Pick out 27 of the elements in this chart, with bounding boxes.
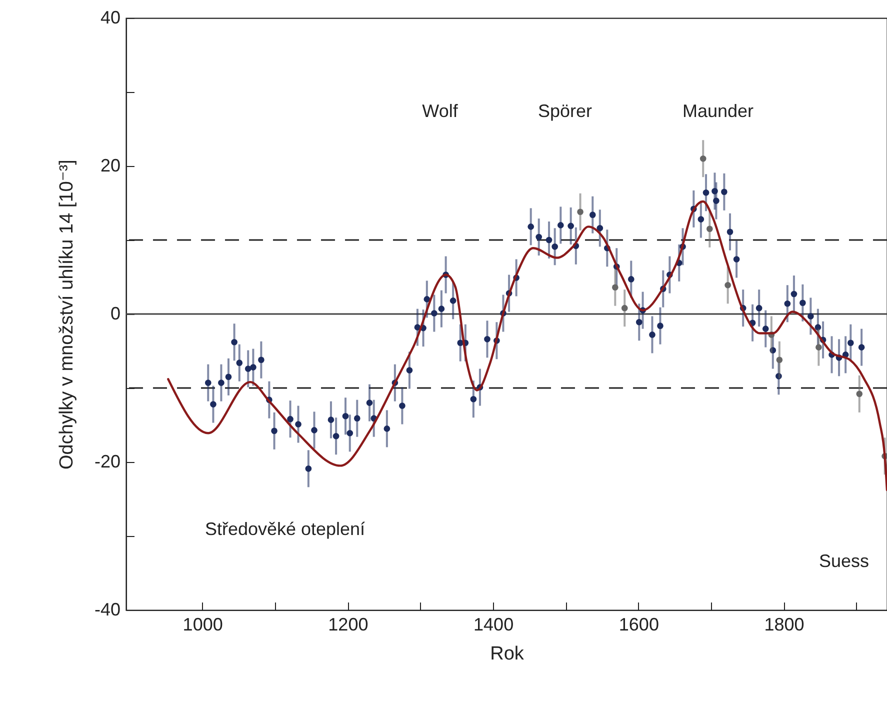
line-series	[167, 200, 887, 492]
point	[856, 390, 863, 398]
y-tick-label: 40	[100, 8, 120, 28]
x-tick-label: 1800	[764, 614, 804, 634]
annotation: Středověké oteplení	[204, 519, 366, 539]
annotation: Suess	[818, 551, 870, 571]
y-tick-label: -40	[94, 600, 120, 620]
annotation: Spörer	[538, 101, 592, 121]
y-axis-title: Odchylky v množství uhlíku 14 [10⁻³]	[56, 160, 78, 470]
point	[612, 284, 618, 291]
point	[700, 155, 706, 162]
x-tick-label: 1200	[328, 614, 368, 634]
y-tick-label: -20	[94, 452, 120, 472]
x-tick-label: 1000	[182, 614, 223, 634]
x-axis-title: Rok	[490, 644, 524, 664]
point	[816, 344, 822, 350]
x-tick-label: 1400	[474, 614, 514, 634]
point	[724, 282, 731, 288]
y-tick-label: 0	[110, 304, 120, 324]
x-tick-label: 1600	[618, 614, 659, 634]
point	[621, 304, 628, 312]
y-tick-label: 20	[100, 156, 120, 176]
point	[776, 356, 783, 364]
point	[706, 226, 713, 232]
point	[577, 208, 584, 216]
annotation: Maunder	[682, 101, 754, 121]
annotation: Wolf	[422, 101, 459, 121]
